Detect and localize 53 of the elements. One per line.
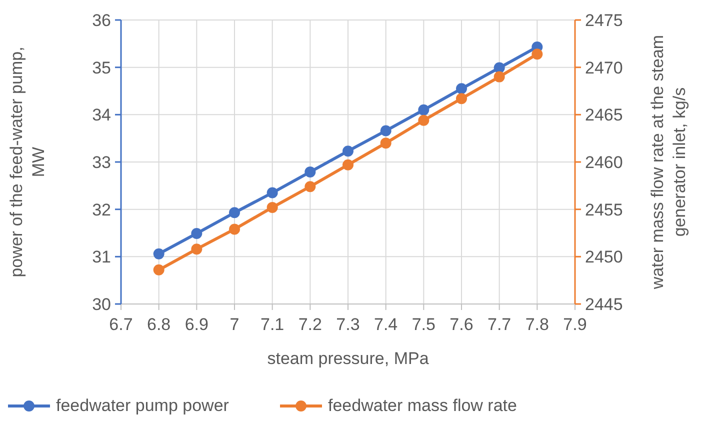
x-tick-label: 7.6 <box>450 315 474 334</box>
point <box>304 181 316 192</box>
point <box>153 248 164 260</box>
y2-tick-label: 2470 <box>585 58 623 78</box>
x-tick-label: 7.5 <box>412 315 436 334</box>
point <box>342 146 354 157</box>
point <box>266 187 278 198</box>
legend-label: feedwater mass flow rate <box>328 396 517 415</box>
x-tick-label: 7.9 <box>563 315 587 334</box>
point <box>418 114 430 126</box>
x-tick-label: 7.3 <box>336 315 360 334</box>
y2-tick-label: 2450 <box>585 248 623 267</box>
x-tick-label: 7.8 <box>525 315 549 334</box>
x-axis-title: steam pressure, MPa <box>267 349 430 368</box>
point <box>456 93 467 104</box>
y-tick-label: 34 <box>92 106 111 125</box>
x-tick-label: 6.8 <box>147 315 171 334</box>
x-tick-label: 6.7 <box>109 315 133 334</box>
x-tick-label: 7.2 <box>298 315 322 334</box>
point <box>191 244 202 255</box>
x-tick-label: 7.4 <box>374 315 398 334</box>
point <box>304 166 316 178</box>
y2-tick-label: 2455 <box>585 200 623 220</box>
y2-tick-label: 2475 <box>585 10 623 30</box>
y2-axis-title: water mass flow rate at the steam generator inlet, kg/s <box>648 34 689 290</box>
point <box>532 48 543 60</box>
y2-tick-label: 2460 <box>585 152 623 172</box>
y-tick-label: 33 <box>92 152 111 172</box>
point <box>191 228 202 239</box>
legend-label: feedwater pump power <box>56 396 230 415</box>
point <box>456 83 467 94</box>
point <box>342 159 354 170</box>
y-axis-title: power of the feed-water pump, MW <box>7 46 48 278</box>
y-tick-label: 32 <box>92 200 111 220</box>
y2-tick-label: 2465 <box>585 106 623 125</box>
x-tick-label: 7.7 <box>488 315 512 334</box>
y2-tick-label: 2445 <box>585 294 623 314</box>
point <box>380 125 392 136</box>
point <box>229 207 240 218</box>
y-tick-label: 35 <box>92 58 111 78</box>
x-tick-label: 7.1 <box>260 315 284 334</box>
y-tick-label: 31 <box>92 248 111 267</box>
point <box>418 104 430 116</box>
point <box>153 264 164 276</box>
point <box>494 71 505 82</box>
x-tick-label: 7 <box>230 315 240 334</box>
y-tick-label: 36 <box>92 10 111 30</box>
x-tick-label: 6.9 <box>184 315 208 334</box>
point <box>494 62 505 74</box>
y-tick-label: 30 <box>92 294 111 314</box>
point <box>380 138 392 149</box>
point <box>229 224 240 235</box>
point <box>266 202 278 213</box>
